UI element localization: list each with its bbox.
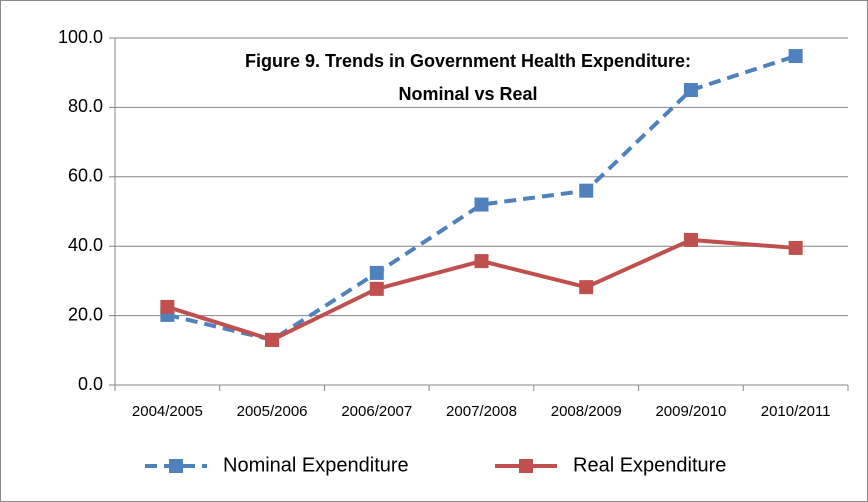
chart-title: Figure 9. Trends in Government Health Ex… — [245, 51, 691, 71]
chart-title: Nominal vs Real — [398, 84, 537, 104]
legend-marker — [169, 459, 183, 473]
y-tick-label: 0.0 — [78, 374, 103, 394]
x-tick-label: 2004/2005 — [132, 403, 203, 420]
legend-marker — [519, 459, 533, 473]
point — [474, 254, 489, 269]
y-tick-label: 60.0 — [68, 166, 103, 186]
point — [683, 232, 698, 247]
point — [369, 265, 384, 280]
x-tick-label: 2006/2007 — [341, 403, 412, 420]
point — [160, 299, 175, 314]
legend-label: Real Expenditure — [573, 454, 726, 476]
x-tick-label: 2005/2006 — [237, 403, 308, 420]
legend-label: Nominal Expenditure — [223, 454, 409, 476]
point — [788, 240, 803, 255]
x-tick-label: 2010/2011 — [761, 403, 831, 420]
point — [683, 83, 698, 98]
point — [474, 197, 489, 212]
point — [369, 281, 384, 296]
x-tick-label: 2009/2010 — [655, 403, 726, 420]
point — [579, 183, 594, 198]
y-tick-label: 20.0 — [68, 304, 103, 324]
x-tick-label: 2008/2009 — [551, 403, 622, 420]
point — [265, 332, 280, 347]
point — [579, 280, 594, 295]
y-tick-label: 80.0 — [68, 96, 103, 116]
y-tick-label: 40.0 — [68, 235, 103, 255]
point — [788, 49, 803, 64]
x-tick-label: 2007/2008 — [446, 403, 517, 420]
y-tick-label: 100.0 — [58, 27, 103, 47]
